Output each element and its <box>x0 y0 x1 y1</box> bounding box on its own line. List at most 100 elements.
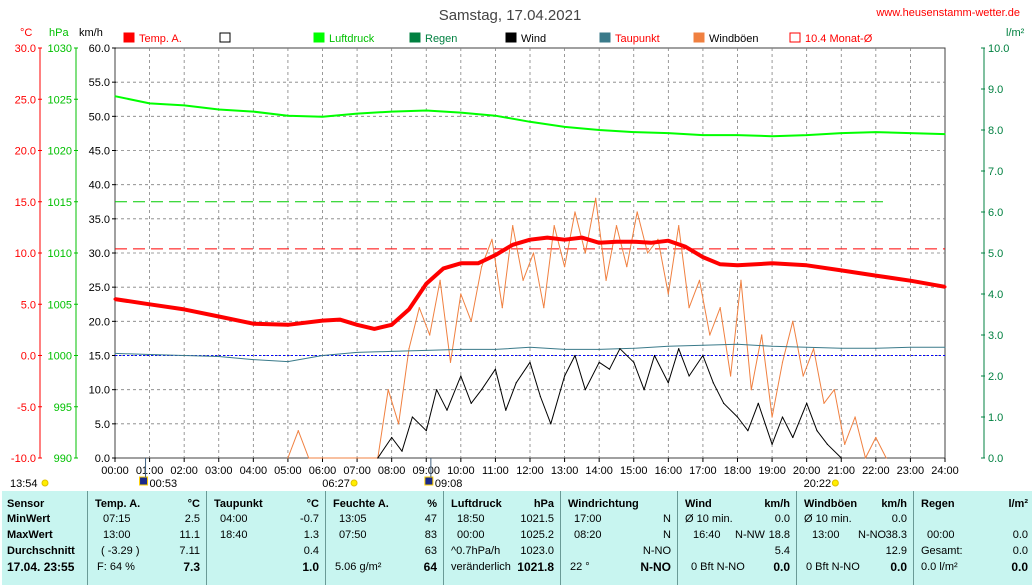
gust-bft: 0 Bft N-NO <box>806 561 860 573</box>
press-min: 1021.5 <box>520 513 554 525</box>
rain-tick-label: 2.0 <box>988 371 1003 383</box>
data-point <box>563 126 566 128</box>
gust-ten-value: 0.0 <box>891 513 907 525</box>
data-point <box>875 347 877 349</box>
stats-col-pressure: Luftdruck hPa 18:50 1021.5 00:00 1025.2 ^0.… <box>445 491 561 585</box>
data-point <box>408 348 410 350</box>
data-point <box>148 102 151 104</box>
data-point <box>805 263 809 267</box>
data-point <box>442 266 446 270</box>
data-point <box>702 344 704 346</box>
legend-label: Taupunkt <box>615 33 660 45</box>
gust-max-time: 13:00 <box>812 529 840 541</box>
stats-col-sensor: Sensor MinWert MaxWert Durchschnitt 17.0… <box>2 491 88 585</box>
data-point <box>390 323 394 327</box>
rain-tick-label: 5.0 <box>988 248 1003 260</box>
legend-swatch <box>219 32 231 43</box>
data-point <box>460 375 462 377</box>
x-tick-label: 03:00 <box>205 465 233 477</box>
wind-max-dir: N-NW <box>735 529 765 541</box>
pressure-tick-label: 995 <box>54 402 72 414</box>
data-point <box>709 334 711 336</box>
data-point <box>494 115 497 117</box>
dew-max-time: 18:40 <box>220 529 248 541</box>
data-point <box>287 361 289 363</box>
data-point <box>494 348 497 350</box>
data-point <box>515 382 517 384</box>
rain-tick-label: 4.0 <box>988 289 1003 301</box>
data-point <box>574 211 576 213</box>
data-point <box>113 297 117 301</box>
data-point <box>459 261 463 265</box>
legend-swatch <box>789 32 801 43</box>
press-min-time: 18:50 <box>457 513 485 525</box>
data-point <box>449 361 452 363</box>
temp-header: Temp. A. <box>95 498 141 510</box>
rain-now-label: 0.0 l/m² <box>921 561 958 573</box>
data-point <box>806 134 808 136</box>
data-point <box>646 252 649 254</box>
data-point <box>875 436 877 439</box>
site-url[interactable]: www.heusenstamm-wetter.de <box>875 7 1020 19</box>
data-point <box>840 347 842 349</box>
wind-tick-label: 0.0 <box>95 453 110 465</box>
weather-chart: Samstag, 17.04.2021 www.heusenstamm-wett… <box>10 7 1025 490</box>
data-point <box>391 436 393 439</box>
legend-label: Regen <box>425 33 457 45</box>
data-point <box>425 109 427 112</box>
data-point <box>598 348 600 350</box>
data-point <box>460 293 462 295</box>
data-point <box>802 375 804 377</box>
data-point <box>425 349 427 351</box>
hum-max: 83 <box>424 529 437 541</box>
legend-swatch <box>409 32 421 43</box>
data-point <box>619 348 621 350</box>
x-tick-label: 02:00 <box>170 465 198 477</box>
x-tick-label: 12:00 <box>516 465 544 477</box>
sunset-time: 20:22 <box>804 478 832 490</box>
data-point <box>356 113 358 115</box>
data-point <box>770 261 774 265</box>
wind-ten-label: Ø 10 min. <box>685 513 733 525</box>
stats-col-wind: Wind km/h Ø 10 min. 0.0 16:40 N-NW 18.8 5.4 … <box>679 491 797 585</box>
x-tick-label: 24:00 <box>931 465 959 477</box>
press-unit: hPa <box>533 498 554 510</box>
data-point <box>909 346 912 348</box>
data-point <box>885 457 887 459</box>
moonset-time: 09:08 <box>435 478 463 490</box>
data-point <box>864 457 867 459</box>
astro-markers: 06:27 20:22 00:53 09:08 13:54 <box>10 458 839 490</box>
dir-deg: 22 ° <box>570 561 590 573</box>
data-point <box>633 347 635 349</box>
chart-legend: Temp. A. Luftdruck Regen Wind Taupunkt Windbö… <box>123 32 873 45</box>
pressure-tick-label: 1030 <box>48 43 72 55</box>
press-trend: ^0.7hPa/h <box>451 545 501 557</box>
data-point <box>736 134 739 136</box>
data-point <box>563 375 566 377</box>
stats-label-now: 17.04. 23:55 <box>7 560 75 574</box>
data-point <box>439 279 441 281</box>
data-point <box>532 252 535 254</box>
data-point <box>529 346 531 348</box>
data-point <box>574 354 576 357</box>
data-point <box>626 266 628 268</box>
rain-header: Regen <box>921 498 955 510</box>
temp-tick-label: 15.0 <box>15 197 36 209</box>
wind-tick-label: 15.0 <box>89 351 110 363</box>
data-point <box>943 285 947 289</box>
data-point <box>182 307 186 311</box>
hum-header: Feuchte A. <box>333 498 389 510</box>
gust-unit: km/h <box>881 498 907 510</box>
x-tick-label: 09:00 <box>412 465 440 477</box>
dir-max-time: 08:20 <box>574 529 602 541</box>
data-point <box>839 268 843 272</box>
moonrise-icon <box>139 476 149 486</box>
pressure-tick-label: 1010 <box>48 248 72 260</box>
press-max: 1025.2 <box>520 529 554 541</box>
data-point <box>252 359 254 361</box>
x-tick-label: 16:00 <box>655 465 683 477</box>
stats-col-wind-direction: Windrichtung 17:00 N 08:20 N N-NO 22 ° N-NO <box>562 491 678 585</box>
wind-tick-label: 40.0 <box>89 180 110 192</box>
data-point <box>736 263 739 267</box>
data-point <box>584 389 586 391</box>
